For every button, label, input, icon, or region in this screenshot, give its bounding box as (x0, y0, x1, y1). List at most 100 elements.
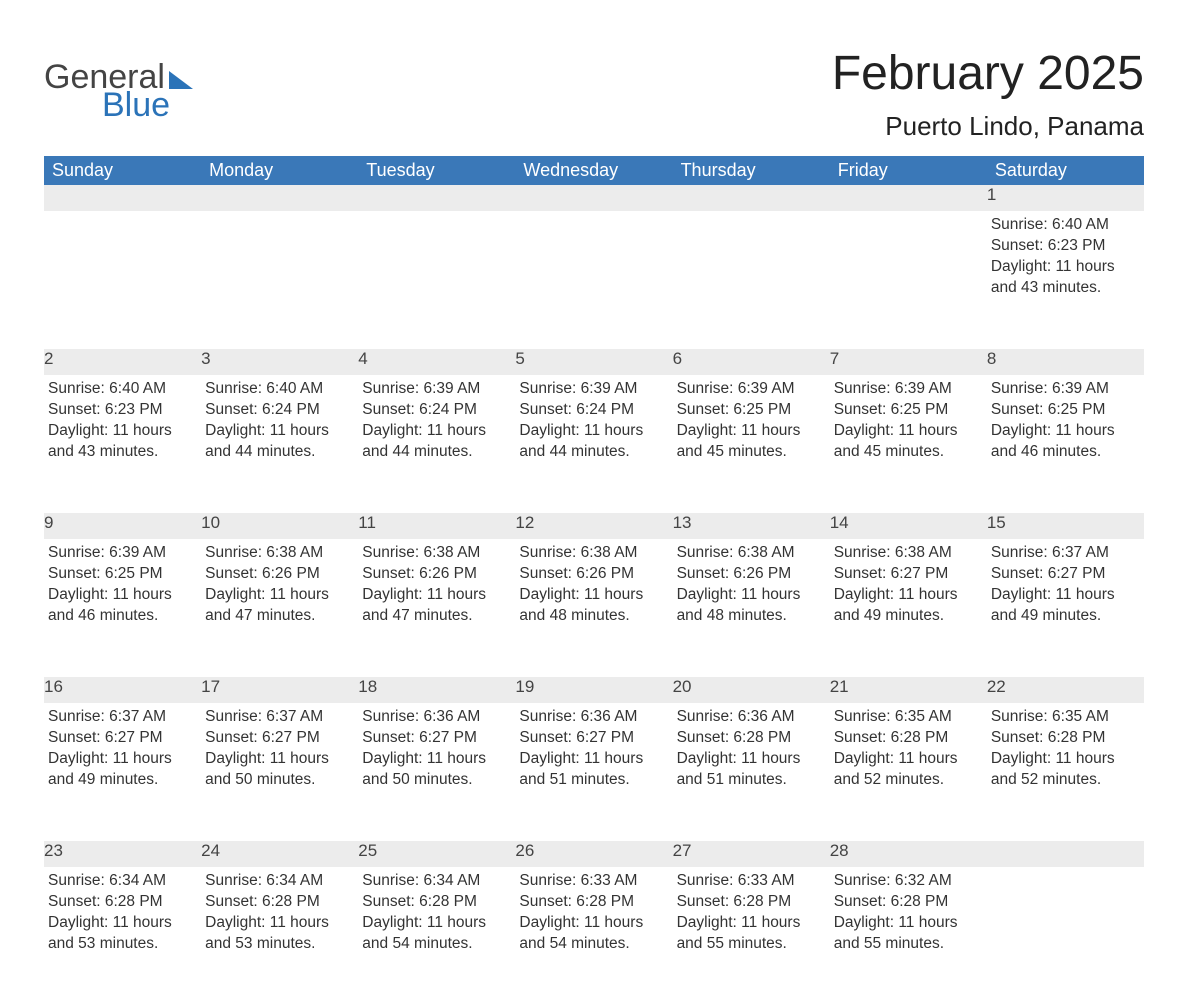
day-number: 9 (44, 513, 201, 539)
day-details-row: Sunrise: 6:40 AMSunset: 6:23 PMDaylight:… (44, 375, 1144, 513)
day-details: Sunrise: 6:35 AMSunset: 6:28 PMDaylight:… (830, 703, 987, 805)
day-cell (987, 867, 1144, 1005)
day-number: 19 (515, 677, 672, 703)
day-details: Sunrise: 6:38 AMSunset: 6:26 PMDaylight:… (673, 539, 830, 641)
day-details: Sunrise: 6:39 AMSunset: 6:25 PMDaylight:… (673, 375, 830, 477)
day-cell: Sunrise: 6:39 AMSunset: 6:25 PMDaylight:… (830, 375, 987, 513)
day-cell: Sunrise: 6:38 AMSunset: 6:26 PMDaylight:… (358, 539, 515, 677)
header: General Blue February 2025 Puerto Lindo,… (44, 24, 1144, 152)
day-details-row: Sunrise: 6:40 AMSunset: 6:23 PMDaylight:… (44, 211, 1144, 349)
day-cell: Sunrise: 6:33 AMSunset: 6:28 PMDaylight:… (673, 867, 830, 1005)
day-cell: Sunrise: 6:39 AMSunset: 6:25 PMDaylight:… (44, 539, 201, 677)
day-number: 6 (673, 349, 830, 375)
day-number: 14 (830, 513, 987, 539)
day-cell: Sunrise: 6:39 AMSunset: 6:24 PMDaylight:… (515, 375, 672, 513)
day-number: 1 (987, 185, 1144, 211)
day-number (201, 185, 358, 211)
day-number: 24 (201, 841, 358, 867)
day-cell: Sunrise: 6:33 AMSunset: 6:28 PMDaylight:… (515, 867, 672, 1005)
day-cell: Sunrise: 6:36 AMSunset: 6:28 PMDaylight:… (673, 703, 830, 841)
day-cell (44, 211, 201, 349)
logo-sail-icon (169, 71, 193, 89)
month-title: February 2025 (832, 46, 1144, 101)
weekday-header: Sunday (44, 156, 201, 185)
day-cell: Sunrise: 6:32 AMSunset: 6:28 PMDaylight:… (830, 867, 987, 1005)
day-cell: Sunrise: 6:37 AMSunset: 6:27 PMDaylight:… (44, 703, 201, 841)
day-cell: Sunrise: 6:38 AMSunset: 6:26 PMDaylight:… (673, 539, 830, 677)
day-details: Sunrise: 6:36 AMSunset: 6:27 PMDaylight:… (358, 703, 515, 805)
day-number (673, 185, 830, 211)
day-number-row: 2345678 (44, 349, 1144, 375)
day-details: Sunrise: 6:36 AMSunset: 6:27 PMDaylight:… (515, 703, 672, 805)
day-details: Sunrise: 6:37 AMSunset: 6:27 PMDaylight:… (44, 703, 201, 805)
day-cell: Sunrise: 6:39 AMSunset: 6:25 PMDaylight:… (987, 375, 1144, 513)
day-cell: Sunrise: 6:37 AMSunset: 6:27 PMDaylight:… (201, 703, 358, 841)
weekday-header: Saturday (987, 156, 1144, 185)
day-number: 11 (358, 513, 515, 539)
day-cell: Sunrise: 6:35 AMSunset: 6:28 PMDaylight:… (987, 703, 1144, 841)
day-number: 4 (358, 349, 515, 375)
day-details: Sunrise: 6:39 AMSunset: 6:25 PMDaylight:… (987, 375, 1144, 477)
day-number: 10 (201, 513, 358, 539)
day-cell: Sunrise: 6:34 AMSunset: 6:28 PMDaylight:… (201, 867, 358, 1005)
day-details: Sunrise: 6:40 AMSunset: 6:23 PMDaylight:… (44, 375, 201, 477)
calendar-body: 1 Sunrise: 6:40 AMSunset: 6:23 PMDayligh… (44, 185, 1144, 1005)
day-details: Sunrise: 6:38 AMSunset: 6:27 PMDaylight:… (830, 539, 987, 641)
logo: General Blue (44, 24, 193, 122)
day-details-row: Sunrise: 6:39 AMSunset: 6:25 PMDaylight:… (44, 539, 1144, 677)
day-number: 12 (515, 513, 672, 539)
day-number: 17 (201, 677, 358, 703)
day-details: Sunrise: 6:38 AMSunset: 6:26 PMDaylight:… (201, 539, 358, 641)
day-number: 3 (201, 349, 358, 375)
day-number: 20 (673, 677, 830, 703)
day-details: Sunrise: 6:37 AMSunset: 6:27 PMDaylight:… (201, 703, 358, 805)
day-number: 8 (987, 349, 1144, 375)
day-cell: Sunrise: 6:38 AMSunset: 6:26 PMDaylight:… (201, 539, 358, 677)
day-number (358, 185, 515, 211)
day-number: 16 (44, 677, 201, 703)
day-details: Sunrise: 6:39 AMSunset: 6:25 PMDaylight:… (830, 375, 987, 477)
day-cell: Sunrise: 6:34 AMSunset: 6:28 PMDaylight:… (44, 867, 201, 1005)
day-cell: Sunrise: 6:40 AMSunset: 6:23 PMDaylight:… (44, 375, 201, 513)
day-cell: Sunrise: 6:40 AMSunset: 6:23 PMDaylight:… (987, 211, 1144, 349)
weekday-header: Thursday (673, 156, 830, 185)
day-details: Sunrise: 6:35 AMSunset: 6:28 PMDaylight:… (987, 703, 1144, 805)
day-cell: Sunrise: 6:34 AMSunset: 6:28 PMDaylight:… (358, 867, 515, 1005)
day-details: Sunrise: 6:40 AMSunset: 6:23 PMDaylight:… (987, 211, 1144, 313)
day-number-row: 232425262728 (44, 841, 1144, 867)
weekday-header: Tuesday (358, 156, 515, 185)
day-details: Sunrise: 6:39 AMSunset: 6:24 PMDaylight:… (515, 375, 672, 477)
day-details: Sunrise: 6:38 AMSunset: 6:26 PMDaylight:… (358, 539, 515, 641)
day-number: 18 (358, 677, 515, 703)
day-cell: Sunrise: 6:38 AMSunset: 6:27 PMDaylight:… (830, 539, 987, 677)
day-cell (201, 211, 358, 349)
location: Puerto Lindo, Panama (832, 111, 1144, 142)
day-number: 28 (830, 841, 987, 867)
day-number: 15 (987, 513, 1144, 539)
day-number: 27 (673, 841, 830, 867)
day-number (987, 841, 1144, 867)
day-details-row: Sunrise: 6:34 AMSunset: 6:28 PMDaylight:… (44, 867, 1144, 1005)
day-cell: Sunrise: 6:36 AMSunset: 6:27 PMDaylight:… (515, 703, 672, 841)
weekday-header: Wednesday (515, 156, 672, 185)
day-cell: Sunrise: 6:35 AMSunset: 6:28 PMDaylight:… (830, 703, 987, 841)
day-number-row: 1 (44, 185, 1144, 211)
calendar-table: SundayMondayTuesdayWednesdayThursdayFrid… (44, 156, 1144, 1005)
day-number: 25 (358, 841, 515, 867)
calendar-head: SundayMondayTuesdayWednesdayThursdayFrid… (44, 156, 1144, 185)
day-number: 26 (515, 841, 672, 867)
day-details: Sunrise: 6:36 AMSunset: 6:28 PMDaylight:… (673, 703, 830, 805)
day-details: Sunrise: 6:40 AMSunset: 6:24 PMDaylight:… (201, 375, 358, 477)
day-cell: Sunrise: 6:39 AMSunset: 6:25 PMDaylight:… (673, 375, 830, 513)
day-number (830, 185, 987, 211)
day-number: 21 (830, 677, 987, 703)
day-number: 23 (44, 841, 201, 867)
day-details: Sunrise: 6:39 AMSunset: 6:25 PMDaylight:… (44, 539, 201, 641)
day-cell: Sunrise: 6:38 AMSunset: 6:26 PMDaylight:… (515, 539, 672, 677)
day-cell: Sunrise: 6:39 AMSunset: 6:24 PMDaylight:… (358, 375, 515, 513)
day-number: 7 (830, 349, 987, 375)
logo-word2: Blue (102, 88, 193, 122)
day-number (44, 185, 201, 211)
day-cell (358, 211, 515, 349)
weekday-row: SundayMondayTuesdayWednesdayThursdayFrid… (44, 156, 1144, 185)
